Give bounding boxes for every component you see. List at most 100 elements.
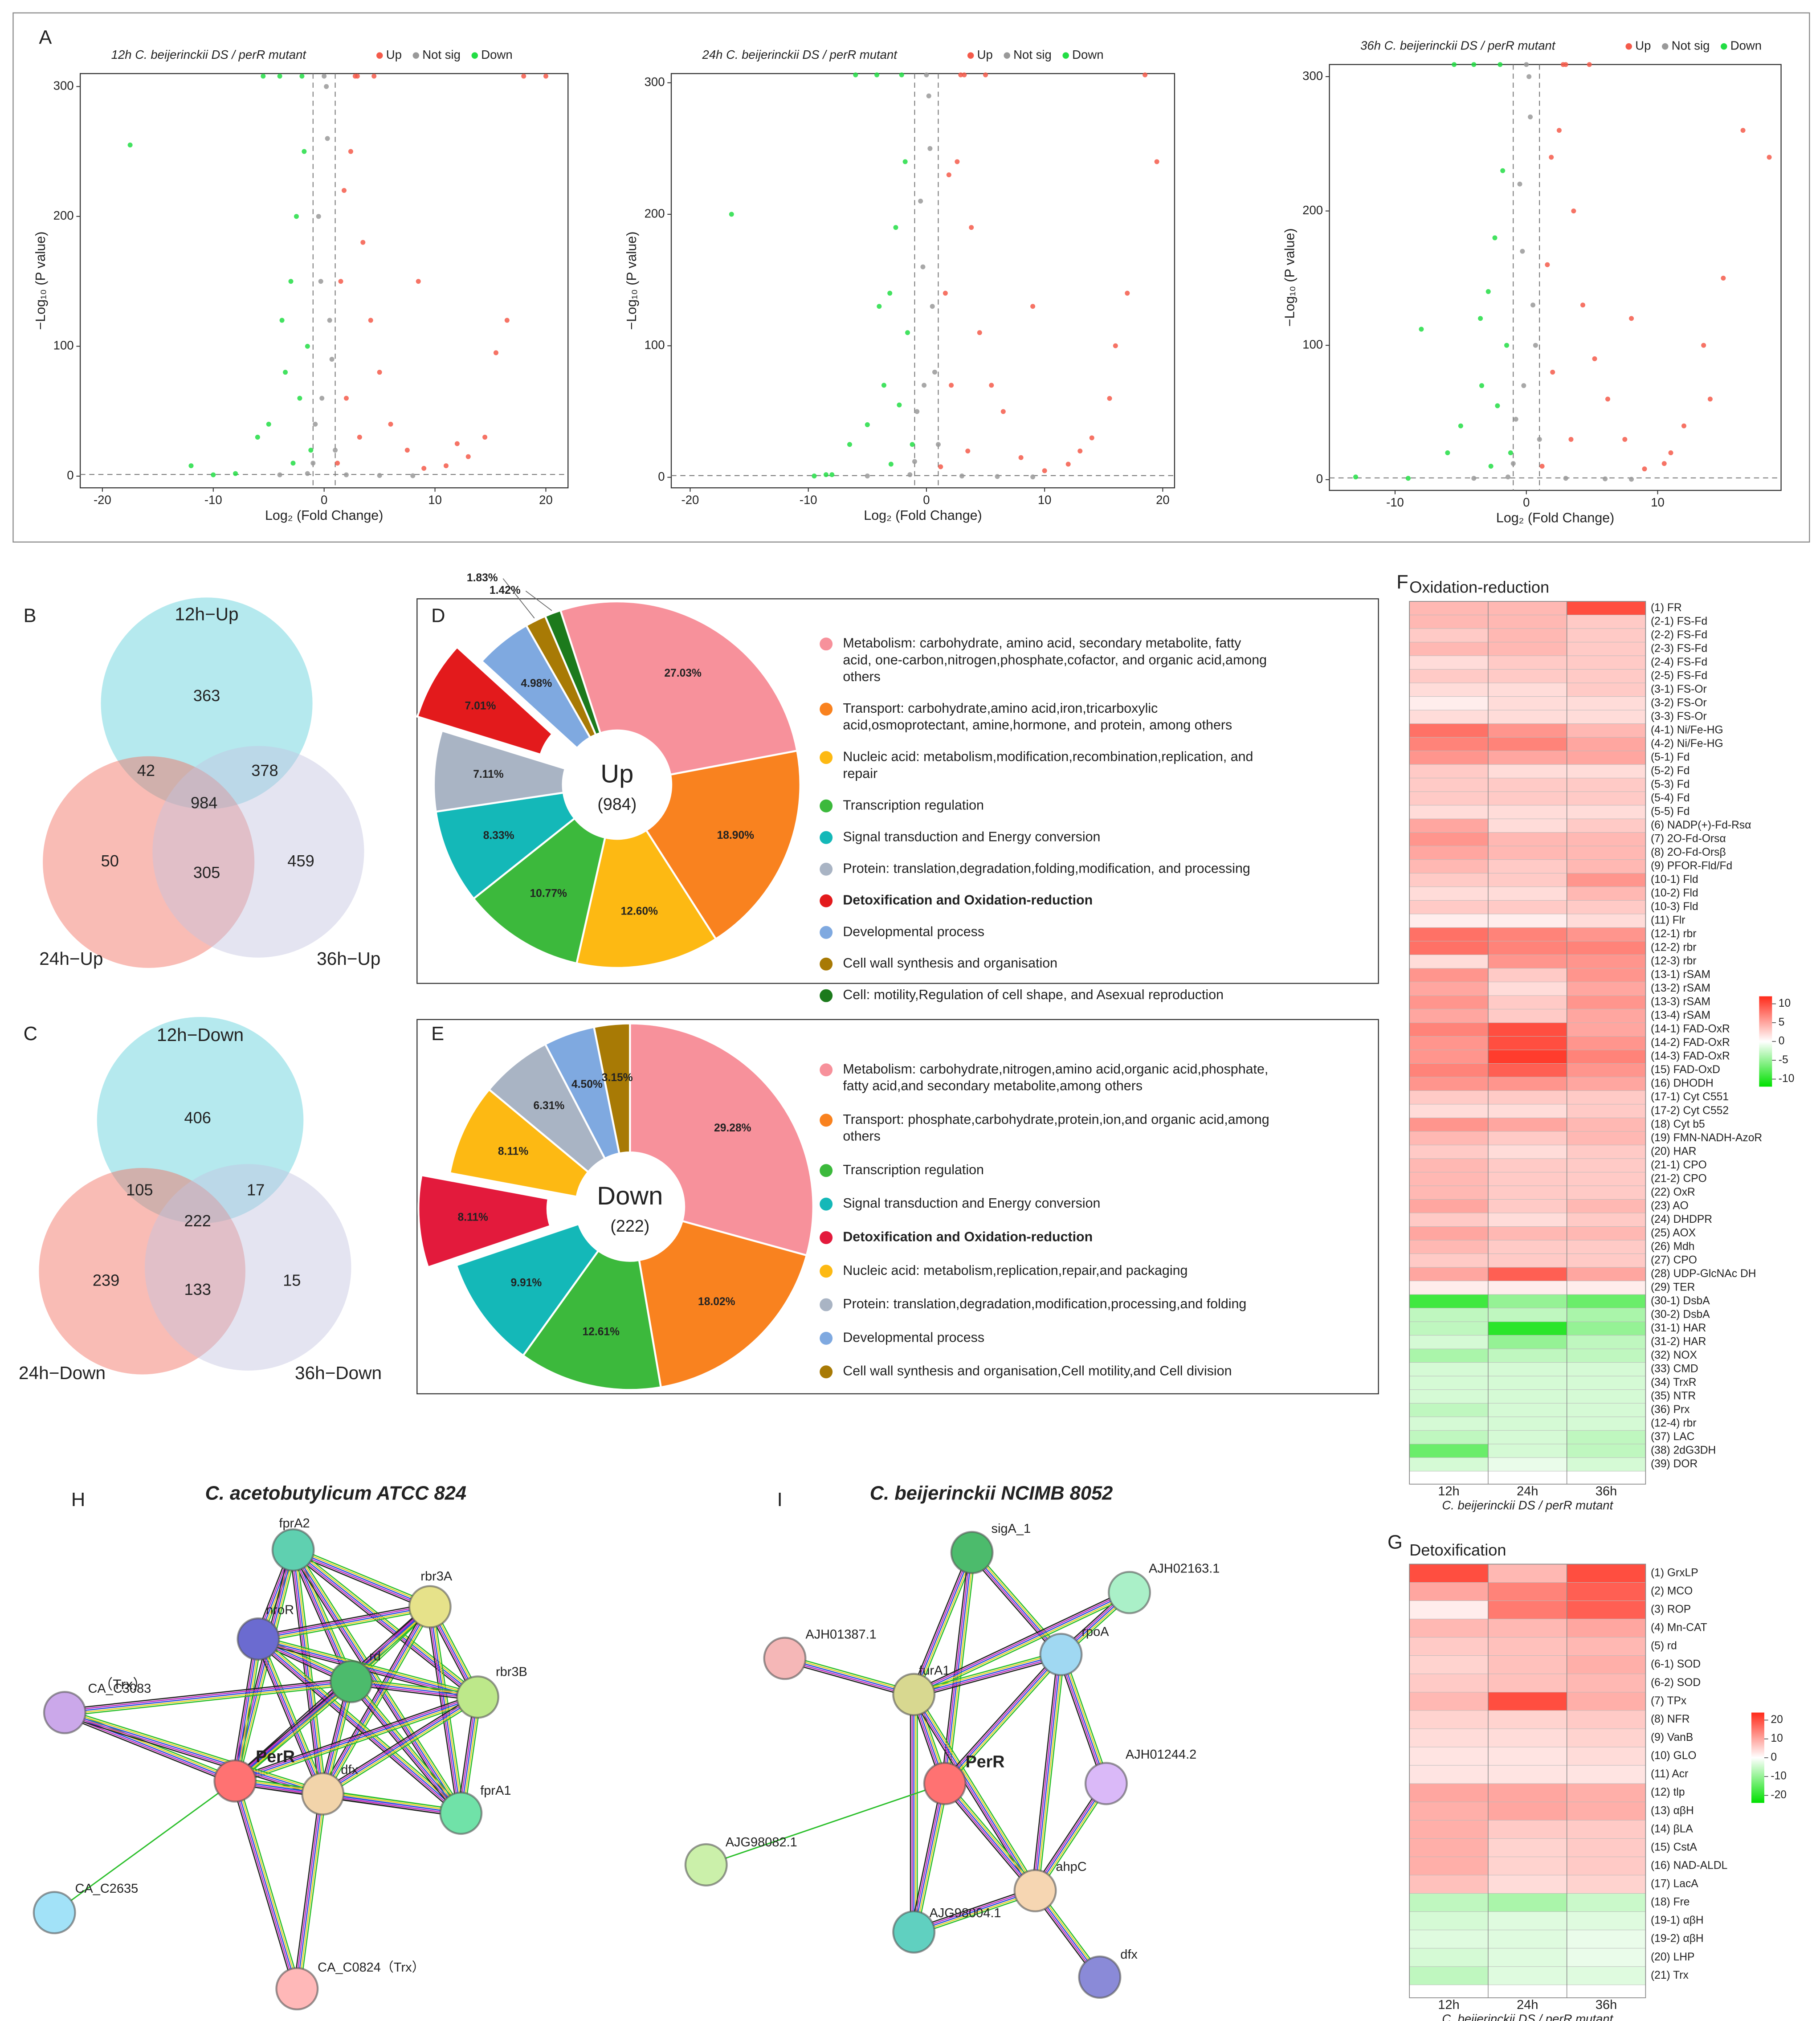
- legend-label: Up: [977, 48, 993, 61]
- point: [918, 199, 923, 204]
- heat-cell: [1567, 1308, 1646, 1322]
- heat-cell: [1488, 1308, 1567, 1322]
- point: [308, 448, 314, 453]
- point: [305, 471, 310, 476]
- row-label: (5-2) Fd: [1651, 765, 1690, 777]
- heat-cell: [1567, 1158, 1646, 1172]
- point: [283, 370, 288, 375]
- edge: [785, 1654, 915, 1692]
- point: [338, 279, 343, 284]
- set-circle: [144, 1164, 351, 1371]
- heat-cell: [1567, 1564, 1646, 1583]
- slice-label: 6.31%: [533, 1100, 564, 1112]
- set-label: 12h−Up: [175, 604, 238, 625]
- edge: [261, 1637, 326, 1793]
- edge: [64, 1713, 323, 1796]
- pie-slice: [417, 1174, 552, 1269]
- heat-cell: [1409, 914, 1489, 928]
- pie-slice: [433, 729, 567, 813]
- row-label: (2-2) FS-Fd: [1651, 629, 1707, 641]
- column-label: 36h: [1596, 1998, 1617, 2012]
- heat-cell: [1409, 886, 1489, 901]
- heat-cell: [1409, 1118, 1489, 1132]
- legend-label: Transport: carbohydrate,amino acid,iron,…: [843, 701, 1232, 733]
- row-label: (10-1) Fld: [1651, 874, 1698, 886]
- edge: [947, 1781, 1038, 1889]
- row-label: (13-2) rSAM: [1651, 982, 1710, 994]
- row-label: (20) HAR: [1651, 1145, 1697, 1157]
- legend-swatch: [376, 52, 383, 59]
- row-label: (9) VanB: [1651, 1731, 1693, 1743]
- point: [938, 464, 943, 470]
- legend-label: Nucleic acid: metabolism,replication,rep…: [843, 1263, 1187, 1278]
- point: [410, 473, 416, 478]
- edge: [233, 1678, 350, 1779]
- node: [329, 1660, 373, 1703]
- point: [897, 402, 902, 408]
- point: [1642, 466, 1647, 472]
- x-tick-label: 0: [1523, 495, 1530, 509]
- row-label: (2-1) FS-Fd: [1651, 615, 1707, 627]
- point: [902, 159, 908, 164]
- heat-cell: [1409, 968, 1489, 982]
- point: [1445, 450, 1450, 455]
- row-label: (37) LAC: [1651, 1431, 1694, 1443]
- heat-cell: [1488, 1417, 1567, 1431]
- edge: [946, 1552, 975, 1784]
- row-label: (12-3) rbr: [1651, 955, 1697, 967]
- edge: [914, 1592, 1130, 1695]
- node-label: CA_C2635: [75, 1882, 139, 1896]
- legend-swatch: [1662, 43, 1669, 50]
- point: [865, 422, 870, 427]
- heat-cell: [1567, 1145, 1646, 1159]
- point: [989, 383, 994, 388]
- network-title: C. beijerinckii NCIMB 8052: [870, 1482, 1113, 1504]
- heat-cell: [1409, 1801, 1489, 1821]
- heat-cell: [1567, 1077, 1646, 1091]
- point: [1524, 62, 1529, 67]
- heat-cell: [1409, 1199, 1489, 1213]
- row-label: (10-3) Fld: [1651, 901, 1698, 913]
- point: [1505, 474, 1510, 480]
- heat-cell: [1488, 1022, 1567, 1037]
- heat-cell: [1567, 1600, 1646, 1620]
- heat-cell: [1488, 1335, 1567, 1349]
- y-tick-label: 0: [1316, 472, 1323, 486]
- edge: [294, 1793, 322, 1989]
- point: [266, 421, 271, 427]
- heat-cell: [1567, 1430, 1646, 1445]
- panel-frame: [416, 1019, 1379, 1395]
- heat-cell: [1488, 1008, 1567, 1023]
- pie-slice: [575, 829, 718, 969]
- x-tick-label: -10: [800, 493, 817, 506]
- column-label: 36h: [1596, 1484, 1617, 1498]
- point: [521, 73, 526, 79]
- set-label: 36h−Up: [317, 948, 380, 969]
- heat-cell: [1488, 1348, 1567, 1363]
- row-label: (38) 2dG3DH: [1651, 1445, 1716, 1457]
- heat-cell: [1488, 1600, 1567, 1620]
- row-label: (26) Mdh: [1651, 1241, 1694, 1253]
- point: [812, 474, 817, 479]
- edge: [300, 1794, 327, 1989]
- point: [325, 136, 330, 141]
- point: [329, 357, 335, 362]
- heat-cell: [1567, 601, 1646, 616]
- node-label: sigA_1: [992, 1522, 1031, 1536]
- point: [922, 383, 927, 388]
- point: [288, 279, 294, 284]
- heat-cell: [1488, 1158, 1567, 1172]
- x-axis-label: Log₂ (Fold Change): [265, 508, 383, 523]
- edge: [233, 1680, 351, 1780]
- heat-cell: [1488, 1582, 1567, 1601]
- edge: [916, 1692, 1039, 1890]
- node-label: rpoA: [1081, 1625, 1109, 1639]
- heat-cell: [1567, 655, 1646, 670]
- heat-cell: [1567, 1172, 1646, 1186]
- heat-cell: [1409, 1253, 1489, 1268]
- row-label: (12-1) rbr: [1651, 928, 1697, 940]
- heat-cell: [1567, 1049, 1646, 1064]
- heat-cell: [1409, 1335, 1489, 1349]
- point: [729, 212, 734, 217]
- heat-cell: [1409, 710, 1489, 724]
